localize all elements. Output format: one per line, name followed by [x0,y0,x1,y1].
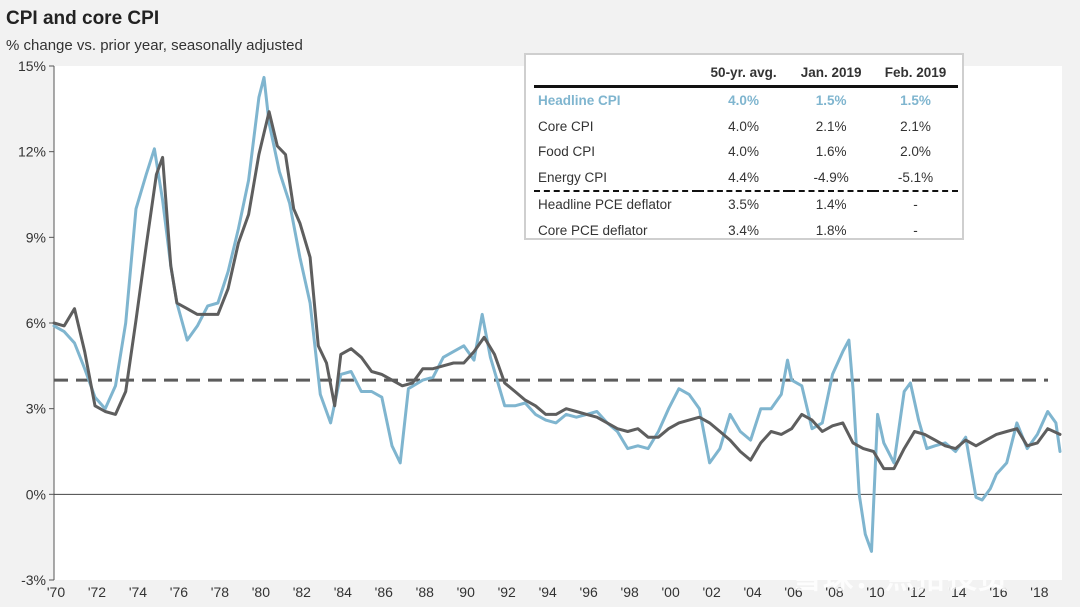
cell-jan: 1.8% [815,222,847,238]
row-label: Headline CPI [538,93,621,109]
row-label: Core PCE deflator [538,222,648,238]
row-label: Headline PCE deflator [538,197,672,213]
cell-avg: 3.4% [728,222,759,238]
inflation-stats-table: 50-yr. avg. Jan. 2019 Feb. 2019 Headline… [524,53,964,240]
cell-avg: 4.0% [728,118,759,134]
table-row-headline-cpi: Headline CPI 4.0% 1.5% 1.5% [534,87,958,114]
x-tick-label: '86 [375,584,393,600]
cell-jan: 1.5% [815,93,847,109]
core-cpi-line [52,110,1062,471]
y-tick-label: 15% [18,58,46,74]
x-tick-label: '70 [47,584,65,600]
cell-feb: -5.1% [873,164,958,192]
table-header-feb: Feb. 2019 [873,60,958,88]
x-tick-label: '82 [293,584,311,600]
x-tick-label: '90 [457,584,475,600]
chart-title: CPI and core CPI [6,8,160,29]
table-header-jan: Jan. 2019 [789,60,874,88]
y-tick-label: -3% [21,572,46,588]
x-tick-label: '00 [662,584,680,600]
cell-feb: 1.5% [900,93,931,109]
y-tick-label: 6% [26,315,46,331]
x-tick-label: '76 [170,584,188,600]
x-tick-label: '72 [88,584,106,600]
table-row-core-cpi: Core CPI 4.0% 2.1% 2.1% [534,114,958,140]
x-tick-label: '98 [621,584,639,600]
cell-jan: 1.6% [815,144,847,160]
x-tick-label: '84 [334,584,352,600]
table-row-energy-cpi: Energy CPI 4.4% -4.9% -5.1% [534,164,958,192]
watermark-text: 雪球：点拾投资 [792,561,1009,596]
y-tick-label: 12% [18,144,46,160]
cell-jan: -4.9% [789,164,874,192]
x-tick-label: '18 [1030,584,1048,600]
x-tick-label: '02 [702,584,720,600]
cell-avg: 4.0% [728,93,759,109]
y-tick-label: 9% [26,229,46,245]
row-label: Core CPI [538,118,594,134]
headline-cpi-line [52,75,1062,553]
x-tick-label: '74 [129,584,147,600]
chart-subtitle: % change vs. prior year, seasonally adju… [6,37,303,54]
table-header-row: 50-yr. avg. Jan. 2019 Feb. 2019 [534,60,958,88]
cell-feb: 2.1% [900,118,931,134]
cell-feb: - [913,197,918,213]
table-row-food-cpi: Food CPI 4.0% 1.6% 2.0% [534,139,958,165]
x-tick-label: '96 [580,584,598,600]
table-row-headline-pce: Headline PCE deflator 3.5% 1.4% - [534,191,958,218]
cell-feb: - [913,222,918,238]
table-row-core-pce: Core PCE deflator 3.4% 1.8% - [534,218,958,244]
x-tick-label: '10 [866,584,884,600]
x-tick-label: '12 [907,584,925,600]
row-label: Energy CPI [534,164,698,192]
cell-feb: 2.0% [900,144,931,160]
row-label: Food CPI [538,144,596,160]
cell-avg: 4.0% [728,144,759,160]
y-tick-label: 3% [26,401,46,417]
cell-jan: 2.1% [815,118,847,134]
cell-avg: 3.5% [728,197,759,213]
y-tick-label: 0% [26,486,46,502]
x-tick-label: '92 [498,584,516,600]
x-tick-label: '94 [539,584,557,600]
table-header-avg: 50-yr. avg. [698,60,790,88]
x-tick-label: '06 [784,584,802,600]
x-tick-label: '04 [743,584,761,600]
x-tick-label: '78 [211,584,229,600]
x-tick-label: '14 [948,584,966,600]
x-tick-label: '16 [989,584,1007,600]
table-header-label [534,60,698,88]
cell-avg: 4.4% [698,164,790,192]
x-tick-label: '80 [252,584,270,600]
x-tick-label: '88 [416,584,434,600]
x-tick-label: '08 [825,584,843,600]
cell-jan: 1.4% [815,197,847,213]
